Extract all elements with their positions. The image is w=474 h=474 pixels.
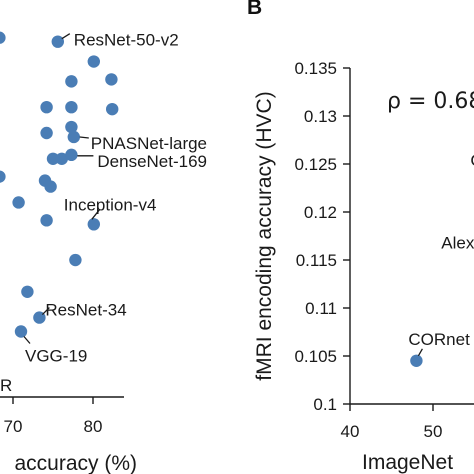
left-point-label: DenseNet-169 (97, 152, 207, 171)
left-data-point (55, 152, 68, 165)
left-scatter-panel: 70 80 accuracy (%) R et-SResNet-34VGG-19… (0, 31, 207, 474)
left-data-point (40, 100, 53, 114)
left-data-point (65, 120, 78, 134)
left-points-group: et-SResNet-34VGG-19ResNet-50-v2DenseNet-… (0, 31, 207, 365)
left-data-point (65, 100, 78, 114)
left-x-axis-label: accuracy (%) (14, 452, 137, 474)
right-scatter-panel: B 0.1 0.105 0.11 0.115 0.12 0.125 0.13 0.135 40… (247, 0, 474, 474)
right-point-label: CORnet (408, 330, 470, 349)
right-label-leader (417, 348, 423, 357)
left-data-point (0, 31, 6, 44)
right-y-tick-label: 0.1 (313, 395, 337, 414)
right-y-tick-label: 0.135 (294, 59, 337, 78)
left-data-point (69, 253, 82, 267)
left-point-label: PNASNet-large (91, 134, 207, 153)
left-data-point (40, 214, 53, 227)
left-data-point (0, 170, 6, 183)
left-data-point (40, 126, 53, 140)
left-point-label: Inception-v4 (64, 195, 157, 214)
left-data-point (44, 180, 57, 193)
left-data-point (87, 55, 101, 68)
left-label-leader (61, 33, 71, 40)
left-x-tick-label: 80 (84, 417, 103, 436)
right-y-axis-label: fMRI encoding accuracy (HVC) (253, 91, 276, 380)
left-label-leader (91, 208, 101, 220)
right-extra-label: CO (470, 151, 474, 170)
left-point-label: VGG-19 (25, 346, 87, 365)
right-y-tick-label: 0.105 (294, 347, 337, 366)
left-label-leader (41, 307, 50, 316)
rho-annotation: ρ = 0.68 (387, 89, 474, 114)
right-data-point (410, 354, 423, 367)
right-y-tick-label: 0.11 (305, 299, 337, 318)
left-data-point (105, 73, 118, 86)
left-data-point (87, 218, 101, 231)
left-cut-label: R (0, 376, 12, 395)
right-x-tick-label: 40 (341, 422, 360, 441)
right-y-tick-label: 0.12 (304, 203, 337, 222)
right-y-ticks: 0.1 0.105 0.11 0.115 0.12 0.125 0.13 0.135 (294, 59, 350, 414)
right-y-tick-label: 0.115 (296, 251, 337, 270)
right-y-tick-label: 0.125 (294, 155, 337, 174)
right-points-group: CORnet CO AlexNet (408, 151, 474, 367)
left-data-point (65, 148, 78, 162)
left-data-point (21, 285, 34, 298)
left-x-tick-label: 70 (4, 417, 23, 436)
right-x-tick-label: 50 (424, 422, 443, 441)
right-y-tick-label: 0.13 (304, 107, 337, 126)
right-x-ticks: 40 50 (341, 404, 443, 441)
left-data-point (14, 325, 28, 338)
panel-letter: B (247, 0, 262, 19)
left-point-label: ResNet-34 (45, 301, 126, 320)
left-data-point (65, 75, 78, 88)
right-extra-label: AlexNet (441, 233, 474, 252)
left-data-point (106, 102, 119, 116)
left-label-leader (79, 136, 89, 139)
left-data-point (12, 196, 25, 209)
left-data-point (51, 35, 64, 48)
left-point-label: ResNet-50-v2 (74, 31, 179, 50)
right-x-axis-label: ImageNet (362, 451, 453, 474)
left-label-leader (23, 336, 31, 344)
left-data-point (67, 130, 81, 144)
left-data-point (46, 152, 60, 165)
